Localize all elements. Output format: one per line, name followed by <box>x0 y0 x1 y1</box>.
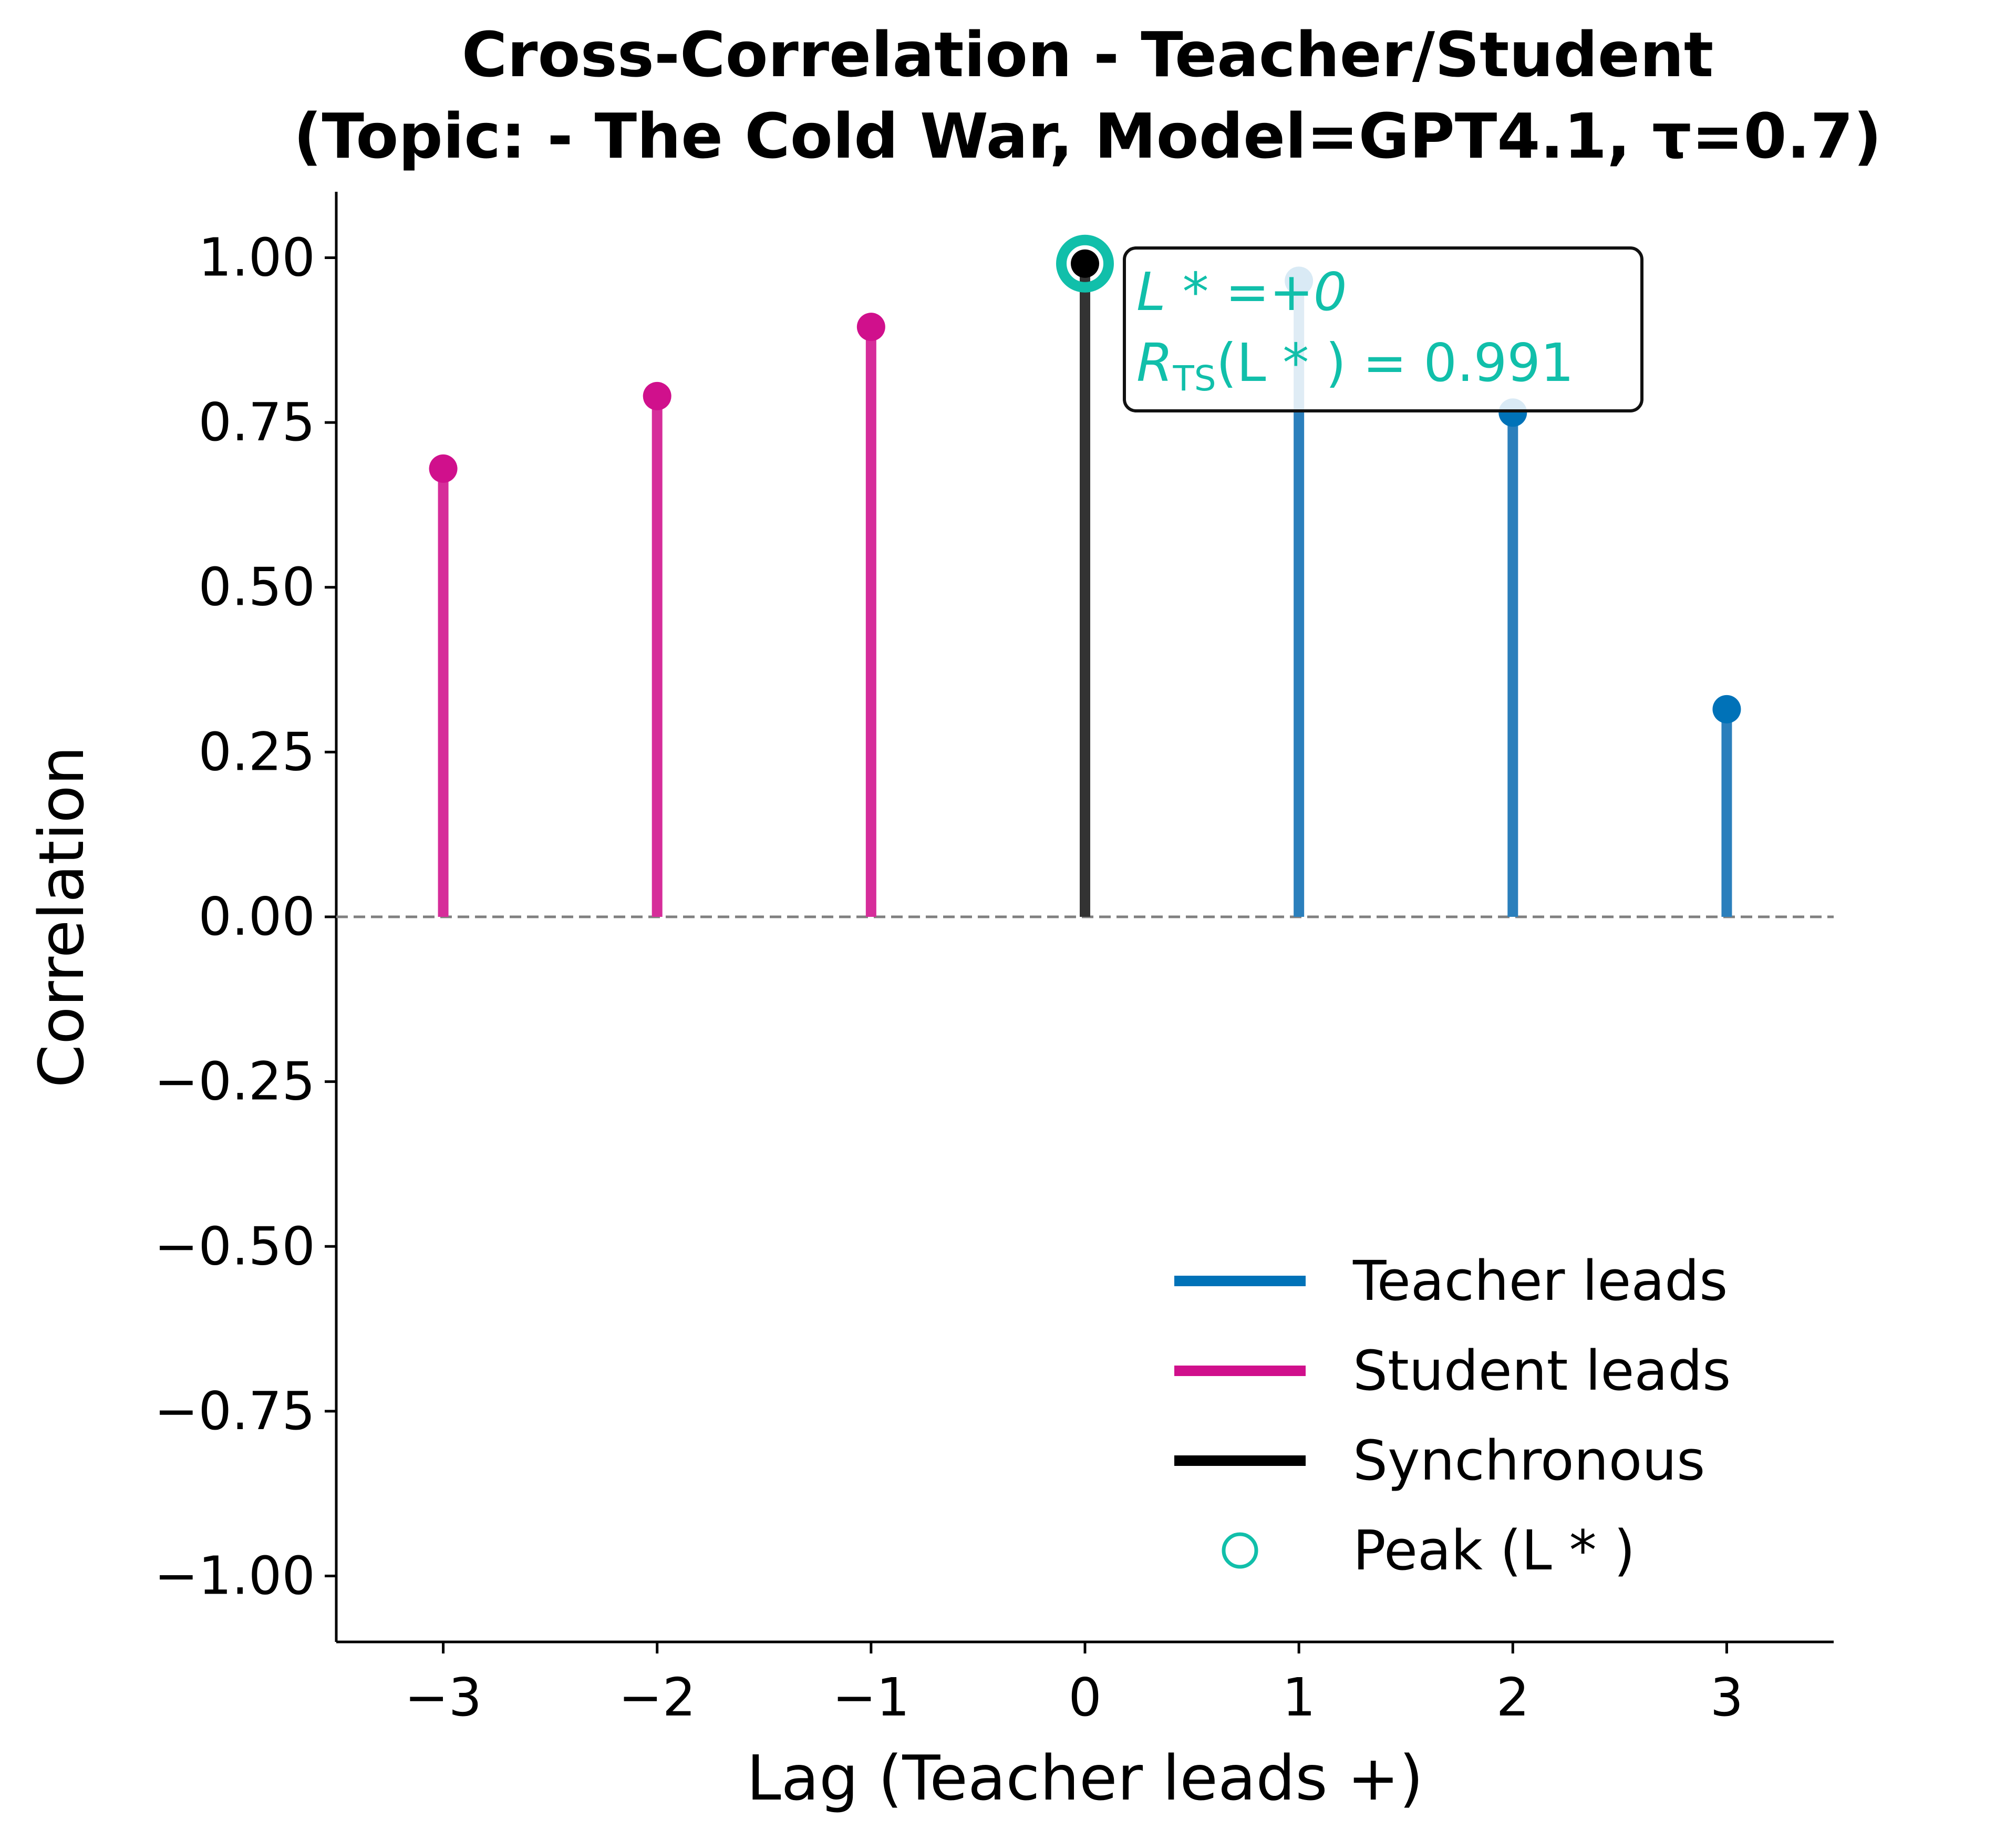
peak-marker <box>1056 234 1114 293</box>
y-tick-label: 1.00 <box>198 226 315 288</box>
annotation-box <box>1123 246 1643 412</box>
x-axis-label: Lag (Teacher leads +) <box>747 1742 1423 1814</box>
annotation-corr-prefix: R <box>1136 332 1173 394</box>
y-tick-label: −0.50 <box>154 1215 315 1277</box>
y-tick-label: 0.25 <box>198 721 315 782</box>
y-tick-label: −0.25 <box>154 1051 315 1112</box>
y-tick-label: 0.50 <box>198 556 315 618</box>
annotation-lag-text: L * =+0 <box>1136 261 1347 323</box>
y-tick-label: 0.00 <box>198 886 315 947</box>
chart-title-line2: (Topic: - The Cold War, Model=GPT4.1, τ=… <box>294 100 1882 172</box>
y-ticks: 1.00 0.75 0.50 0.25 0.00 −0.25 −0.50 −0.75 −1.00 <box>154 226 336 1607</box>
stem-marker-sync <box>1071 249 1099 278</box>
legend-label: Peak (L * ) <box>1353 1518 1635 1583</box>
annotation-corr-text: RTS(L * ) = 0.991 <box>1136 332 1574 399</box>
x-tick-label: 1 <box>1282 1667 1316 1728</box>
y-tick-label: 0.75 <box>198 391 315 453</box>
legend-label: Student leads <box>1353 1339 1731 1403</box>
peak-annotation: L * =+0 RTS(L * ) = 0.991 <box>1123 246 1643 412</box>
x-tick-label: −3 <box>405 1667 482 1728</box>
stem-marker-student <box>856 313 885 342</box>
x-tick-label: −1 <box>832 1667 909 1728</box>
stem-marker-student <box>429 454 458 483</box>
stem-marker-teacher <box>1712 695 1741 723</box>
stem-marker-student <box>643 381 671 410</box>
y-tick-label: −0.75 <box>154 1380 315 1442</box>
legend-label: Teacher leads <box>1352 1249 1728 1313</box>
legend-label: Synchronous <box>1353 1429 1705 1493</box>
chart-title-line1: Cross-Correlation - Teacher/Student <box>462 18 1714 91</box>
x-tick-label: 0 <box>1068 1667 1102 1728</box>
annotation-corr-suffix: (L * ) = 0.991 <box>1216 332 1574 394</box>
x-tick-label: 3 <box>1710 1667 1744 1728</box>
legend-peak-swatch <box>1222 1532 1258 1569</box>
legend: Teacher leads Student leads Synchronous Pea… <box>1174 1249 1731 1583</box>
x-tick-label: 2 <box>1496 1667 1529 1728</box>
annotation-corr-subscript: TS <box>1172 358 1216 399</box>
x-tick-label: −2 <box>618 1667 696 1728</box>
y-axis-label: Correlation <box>25 746 98 1088</box>
y-tick-label: −1.00 <box>154 1545 315 1607</box>
x-ticks: −3 −2 −1 0 1 2 3 <box>405 1642 1743 1728</box>
